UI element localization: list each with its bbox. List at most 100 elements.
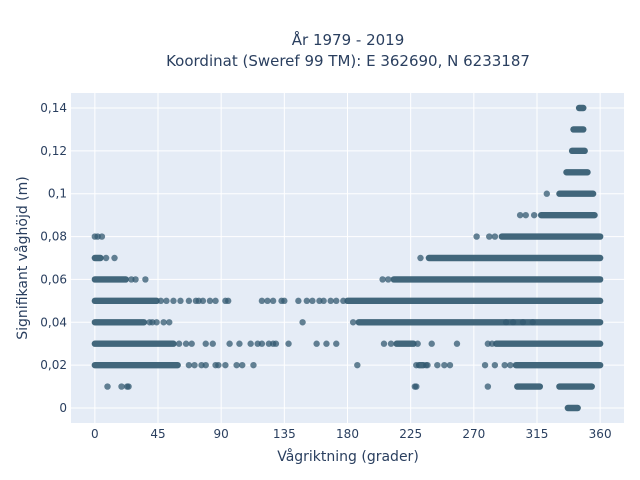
data-point: [182, 340, 190, 347]
data-point: [264, 297, 271, 305]
data-point: [299, 319, 306, 326]
x-tick-label: 315: [526, 427, 549, 441]
data-point: [285, 340, 292, 347]
data-point: [170, 297, 177, 305]
data-point: [233, 361, 240, 369]
data-point: [212, 297, 219, 305]
y-tick-label: 0,12: [40, 144, 67, 158]
data-point: [236, 340, 243, 347]
data-point: [258, 297, 266, 305]
data-point: [453, 340, 461, 347]
data-point: [516, 211, 524, 219]
y-tick-label: 0,1: [48, 187, 67, 201]
data-point: [269, 297, 277, 305]
data-point: [272, 340, 280, 347]
data-point: [224, 297, 232, 305]
y-axis-title: Signifikant våghöjd (m): [14, 176, 31, 339]
chart-title-line-2: Koordinat (Sweref 99 TM): E 362690, N 62…: [166, 52, 530, 70]
data-point: [530, 211, 538, 219]
data-point: [424, 361, 431, 369]
data-point: [118, 383, 125, 390]
x-tick-label: 45: [150, 427, 165, 441]
data-point: [132, 276, 139, 283]
data-point: [323, 340, 330, 347]
data-point: [226, 340, 233, 347]
x-tick-labels: 0 45 90 135 180 225 270 315 360: [91, 427, 612, 441]
data-point: [379, 276, 386, 283]
data-point: [222, 361, 229, 369]
data-point: [491, 361, 499, 369]
data-point: [98, 233, 106, 240]
data-point: [177, 297, 184, 305]
data-point: [501, 361, 508, 369]
x-tick-label: 360: [589, 427, 612, 441]
data-point: [522, 211, 529, 219]
y-tick-label: 0,02: [40, 358, 67, 372]
data-point: [414, 340, 421, 347]
data-point: [327, 297, 334, 305]
data-point: [250, 361, 257, 369]
data-point: [104, 383, 111, 390]
data-point: [191, 361, 198, 369]
data-point: [441, 361, 448, 369]
y-tick-label: 0,14: [40, 101, 67, 115]
data-point: [281, 297, 288, 305]
data-point: [507, 361, 514, 369]
data-point: [488, 340, 496, 347]
data-point: [349, 319, 357, 326]
data-point: [313, 340, 320, 347]
data-point: [413, 361, 420, 369]
data-point: [142, 276, 149, 283]
data-point: [111, 254, 118, 262]
data-point: [295, 297, 302, 305]
data-point: [258, 340, 266, 347]
x-tick-label: 135: [273, 427, 296, 441]
data-point: [413, 383, 420, 390]
x-tick-label: 270: [462, 427, 485, 441]
x-tick-label: 0: [91, 427, 99, 441]
y-tick-label: 0,08: [40, 230, 67, 244]
data-point: [340, 297, 347, 305]
data-point: [163, 297, 170, 305]
x-tick-label: 90: [214, 427, 229, 441]
data-point: [434, 361, 441, 369]
data-point: [309, 297, 316, 305]
data-point: [519, 319, 527, 326]
data-point: [491, 233, 499, 240]
data-point: [202, 340, 209, 347]
data-point: [202, 361, 209, 369]
data-point: [486, 233, 493, 240]
data-point: [166, 319, 173, 326]
data-point: [239, 361, 246, 369]
data-point: [199, 297, 207, 305]
data-point: [417, 254, 424, 262]
data-point: [529, 319, 536, 326]
data-point: [509, 319, 517, 326]
data-point: [303, 297, 310, 305]
data-markers: [91, 104, 604, 412]
data-point: [380, 340, 388, 347]
data-point: [333, 297, 340, 305]
data-point: [188, 340, 195, 347]
data-point: [215, 361, 222, 369]
x-tick-label: 225: [399, 427, 422, 441]
data-point: [160, 319, 167, 326]
x-tick-label: 180: [336, 427, 359, 441]
y-tick-labels: 0 0,02 0,04 0,06 0,08 0,1 0,12 0,14: [40, 101, 67, 415]
y-tick-label: 0,04: [40, 315, 67, 329]
data-point: [502, 319, 510, 326]
y-tick-label: 0,06: [40, 272, 67, 286]
data-point: [209, 340, 216, 347]
data-point: [102, 254, 110, 262]
data-point: [175, 340, 183, 347]
data-point: [320, 297, 327, 305]
x-axis-title: Vågriktning (grader): [277, 448, 419, 465]
data-point: [125, 383, 132, 390]
data-point: [428, 340, 435, 347]
data-point: [153, 319, 160, 326]
data-point: [157, 297, 165, 305]
y-tick-label: 0: [59, 401, 67, 415]
data-point: [543, 190, 551, 197]
